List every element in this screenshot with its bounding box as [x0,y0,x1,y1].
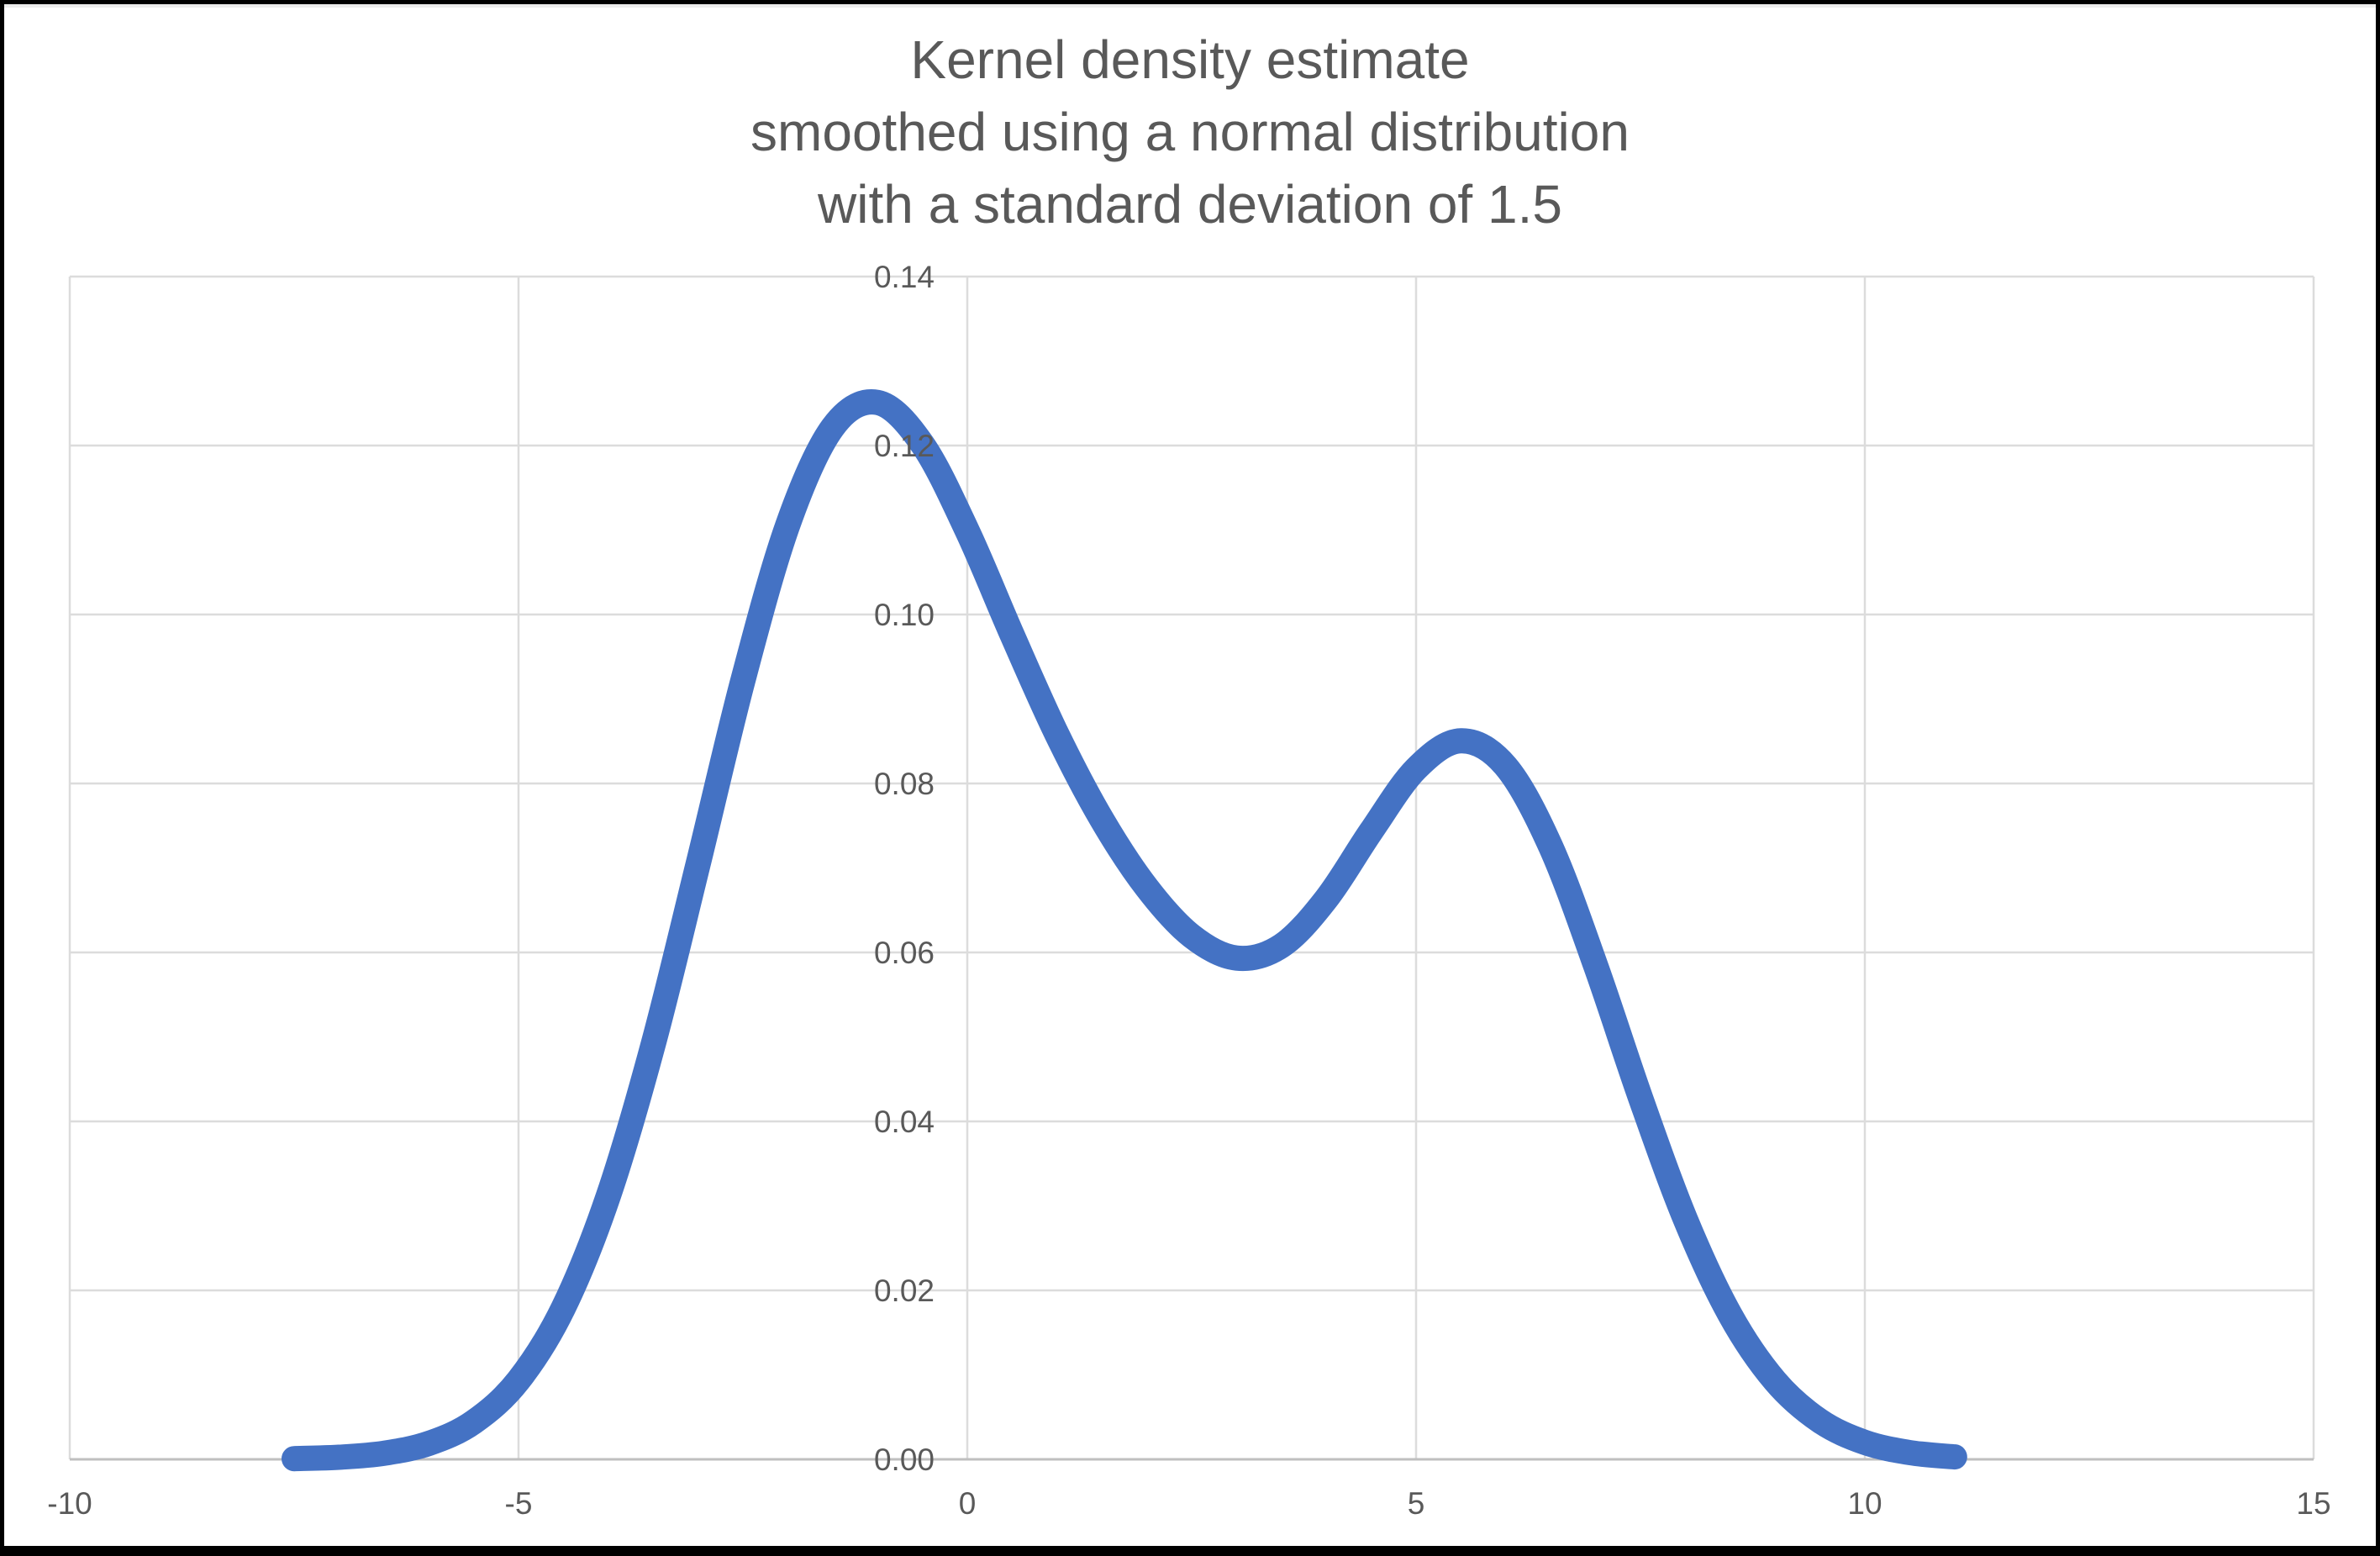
chart-title-line-3: with a standard deviation of 1.5 [818,174,1562,235]
chart-title-line-1: Kernel density estimate [910,29,1470,90]
y-axis-tick-label: 0.02 [874,1274,935,1308]
x-axis-tick-label: 0 [959,1486,977,1521]
x-axis-tick-label: -10 [47,1486,92,1521]
y-axis-tick-label: 0.06 [874,936,935,970]
y-axis-tick-label: 0.10 [874,598,935,632]
y-axis-tick-label: 0.14 [874,260,935,294]
x-axis-tick-label: 15 [2296,1486,2330,1521]
x-axis-tick-label: -5 [505,1486,533,1521]
x-axis-tick-label: 5 [1408,1486,1425,1521]
y-axis-tick-label: 0.00 [874,1443,935,1477]
kde-curve [282,389,1967,1472]
x-axis-tick-label: 10 [1847,1486,1882,1521]
y-axis-tick-label: 0.12 [874,429,935,463]
y-axis-tick-label: 0.08 [874,767,935,801]
chart-title: Kernel density estimate smoothed using a… [0,24,2380,240]
y-axis-tick-label: 0.04 [874,1105,935,1139]
chart-title-line-2: smoothed using a normal distribution [750,102,1630,162]
